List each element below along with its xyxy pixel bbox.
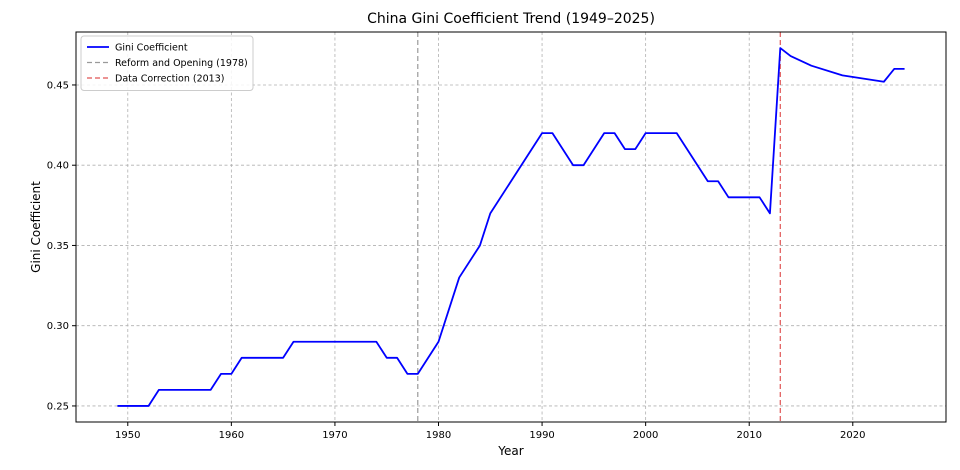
y-tick-label: 0.30 [47,321,69,332]
legend: Gini Coefficient Reform and Opening (1978… [80,35,254,91]
y-axis-ticks: 0.25 0.30 0.35 0.40 0.45 [47,80,76,412]
x-tick-label: 2000 [633,430,658,441]
y-tick-label: 0.35 [47,241,69,252]
legend-box [80,35,254,91]
y-tick-label: 0.45 [47,80,69,91]
x-tick-label: 1980 [426,430,451,441]
series-layer [117,47,905,407]
x-tick-label: 1960 [219,430,244,441]
chart-title: China Gini Coefficient Trend (1949–2025) [367,11,655,27]
legend-label: Gini Coefficient [115,43,188,54]
y-axis-title: Gini Coefficient [29,181,43,273]
series-line [117,47,905,407]
x-axis-title: Year [497,444,523,458]
x-tick-label: 2020 [840,430,865,441]
reference-lines [417,32,781,422]
grid [76,32,946,422]
x-tick-label: 2010 [736,430,761,441]
x-axis-ticks: 1950 1960 1970 1980 1990 2000 2010 2020 [115,422,866,441]
y-tick-label: 0.25 [47,401,69,412]
x-tick-label: 1970 [322,430,347,441]
legend-label: Reform and Opening (1978) [115,58,248,69]
legend-label: Data Correction (2013) [115,74,224,85]
plot-frame [75,31,947,423]
x-tick-label: 1990 [529,430,554,441]
x-tick-label: 1950 [115,430,140,441]
y-tick-label: 0.40 [47,161,69,172]
